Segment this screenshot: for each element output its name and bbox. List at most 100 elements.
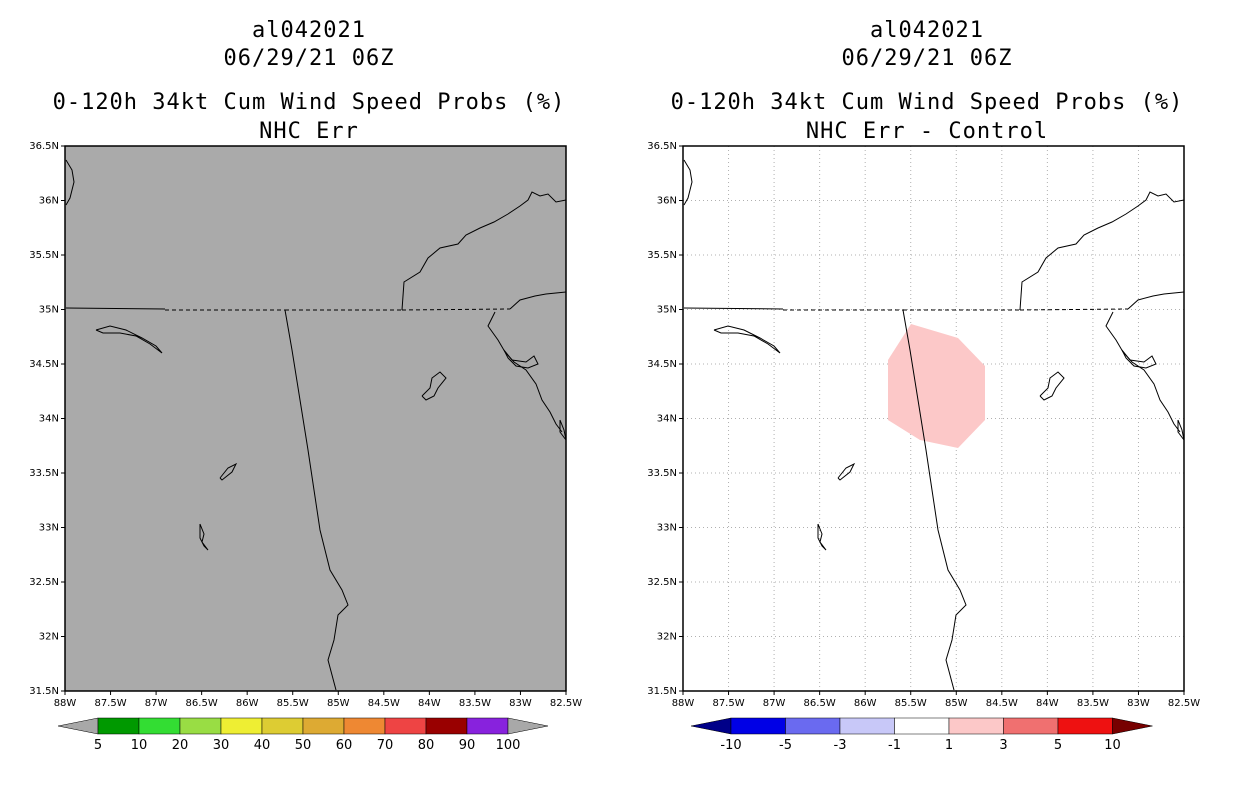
lon-tick-label: 84W xyxy=(418,698,441,709)
longitude-axis: 88W 87.5W 87W 86.5W 86W 85.5W 85W 84.5W 84W 83.5W… xyxy=(672,691,1200,709)
lat-tick-label: 32.5N xyxy=(29,577,59,588)
lon-tick-label: 83.5W xyxy=(1077,698,1109,709)
lake-central xyxy=(219,462,238,481)
lat-tick-label: 35N xyxy=(657,305,677,316)
lon-tick-label: 82.5W xyxy=(1168,698,1200,709)
colorbar-segment xyxy=(97,717,140,735)
lon-tick-label: 84W xyxy=(1036,698,1059,709)
left-map-panel: al042021 06/29/21 06Z 0-120h 34kt Cum Wi… xyxy=(29,18,582,753)
colorbar-segment xyxy=(1003,717,1059,735)
probability-difference-area xyxy=(888,324,985,448)
lat-tick-label: 31.5N xyxy=(29,686,59,697)
latitude-axis: 36.5N 36N 35.5N 35N 34.5N 34N 33.5N 33N 32.5N 32N… xyxy=(29,141,65,697)
state-line-ga-sc xyxy=(487,311,563,433)
lon-tick-label: 87W xyxy=(145,698,168,709)
colorbar-label: 100 xyxy=(496,738,521,753)
lat-tick-label: 34.5N xyxy=(647,359,677,370)
right-map-panel: al042021 06/29/21 06Z 0-120h 34kt Cum Wi… xyxy=(618,0,1236,800)
product-title: 0-120h 34kt Cum Wind Speed Probs (%) xyxy=(52,90,566,115)
colorbar-label: -1 xyxy=(888,738,901,753)
lat-tick-label: 33.5N xyxy=(29,468,59,479)
map-background xyxy=(65,146,566,691)
colorbar-segment xyxy=(343,717,386,735)
state-line-nc-tn xyxy=(401,191,567,311)
datetime-title: 06/29/21 06Z xyxy=(223,46,395,71)
colorbar-high-arrow xyxy=(1112,717,1153,735)
lon-tick-label: 88W xyxy=(54,698,77,709)
colorbar-label: 1 xyxy=(945,738,953,753)
longitude-axis: 88W 87.5W 87W 86.5W 86W 85.5W 85W 84.5W 84W 83.5W… xyxy=(54,691,582,709)
colorbar-segment xyxy=(894,717,950,735)
colorbar-segment xyxy=(220,717,263,735)
product-title: 0-120h 34kt Cum Wind Speed Probs (%) xyxy=(670,90,1184,115)
colorbar-label: -10 xyxy=(720,738,741,753)
colorbar-segment xyxy=(785,717,841,735)
colorbar-segment xyxy=(302,717,345,735)
lake-sc xyxy=(1121,349,1157,369)
lake-sc xyxy=(503,349,539,369)
lat-tick-label: 35.5N xyxy=(647,250,677,261)
state-line-ga-al xyxy=(284,309,349,691)
lat-tick-label: 32.5N xyxy=(647,577,677,588)
colorbar-segment xyxy=(384,717,427,735)
lon-tick-label: 83W xyxy=(509,698,532,709)
lon-tick-label: 87.5W xyxy=(94,698,126,709)
lake-south xyxy=(199,523,209,551)
colorbar-label: 5 xyxy=(1054,738,1062,753)
lon-tick-label: 82.5W xyxy=(550,698,582,709)
lat-tick-label: 32N xyxy=(657,632,677,643)
lon-tick-label: 83W xyxy=(1127,698,1150,709)
river-west xyxy=(95,325,163,354)
lon-tick-label: 85.5W xyxy=(895,698,927,709)
lon-tick-label: 87W xyxy=(763,698,786,709)
colorbar-label: 3 xyxy=(999,738,1007,753)
colorbar-segment xyxy=(261,717,304,735)
subtitle: NHC Err xyxy=(259,119,359,144)
colorbar-segment xyxy=(425,717,468,735)
colorbar-low-arrow xyxy=(690,717,732,735)
colorbar: 5 10 20 30 40 50 60 70 80 90 100 xyxy=(57,717,549,753)
colorbar-label: 20 xyxy=(172,738,189,753)
lon-tick-label: 83.5W xyxy=(459,698,491,709)
lat-tick-label: 35.5N xyxy=(29,250,59,261)
positive-difference-region xyxy=(888,324,985,448)
colorbar-segment xyxy=(948,717,1004,735)
lat-tick-label: 34.5N xyxy=(29,359,59,370)
colorbar-label: 60 xyxy=(336,738,353,753)
lat-tick-label: 33.5N xyxy=(647,468,677,479)
colorbar-label: 80 xyxy=(418,738,435,753)
state-line-nc-sc-east xyxy=(1127,291,1185,310)
lat-tick-label: 34N xyxy=(657,414,677,425)
left-map-svg: 36.5N 36N 35.5N 35N 34.5N 34N 33.5N 33N 32.5N 32N… xyxy=(29,141,582,753)
lon-tick-label: 85W xyxy=(327,698,350,709)
lat-tick-label: 31.5N xyxy=(647,686,677,697)
colorbar-label: 40 xyxy=(254,738,271,753)
lat-tick-label: 36.5N xyxy=(29,141,59,152)
lat-tick-label: 32N xyxy=(39,632,59,643)
state-line-nc-sc-east xyxy=(509,291,567,310)
lat-tick-label: 34N xyxy=(39,414,59,425)
lat-tick-label: 36N xyxy=(39,196,59,207)
lon-tick-label: 86.5W xyxy=(804,698,836,709)
colorbar: -10 -5 -3 -1 1 3 5 10 xyxy=(690,717,1153,753)
colorbar-label: -3 xyxy=(834,738,847,753)
lon-tick-label: 84.5W xyxy=(368,698,400,709)
subtitle: NHC Err - Control xyxy=(805,119,1049,144)
state-line-ga-sc xyxy=(1105,311,1181,433)
lon-tick-label: 84.5W xyxy=(986,698,1018,709)
river-west xyxy=(713,325,781,354)
storm-id-title: al042021 xyxy=(252,18,366,43)
lake-central xyxy=(837,462,856,481)
lon-tick-label: 86.5W xyxy=(186,698,218,709)
colorbar-segment xyxy=(839,717,895,735)
right-map-svg: 36.5N 36N 35.5N 35N 34.5N 34N 33.5N 33N 32.5N 32N… xyxy=(647,141,1200,753)
colorbar-high-arrow xyxy=(507,717,549,735)
lat-tick-label: 36N xyxy=(657,196,677,207)
boundaries xyxy=(683,159,1185,691)
colorbar-label: -5 xyxy=(779,738,792,753)
lon-tick-label: 88W xyxy=(672,698,695,709)
datetime-title: 06/29/21 06Z xyxy=(841,46,1013,71)
colorbar-label: 5 xyxy=(94,738,102,753)
lat-tick-label: 33N xyxy=(657,523,677,534)
latitude-axis: 36.5N 36N 35.5N 35N 34.5N 34N 33.5N 33N 32.5N 32N… xyxy=(647,141,683,697)
